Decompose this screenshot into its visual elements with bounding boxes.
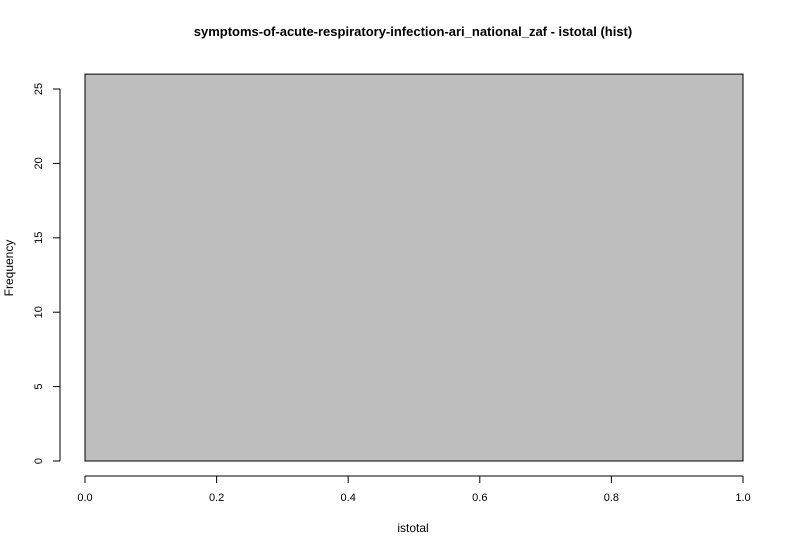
y-tick-label: 25 bbox=[33, 83, 45, 95]
x-tick-label: 0.6 bbox=[472, 492, 487, 504]
x-tick-label: 0.0 bbox=[77, 492, 92, 504]
y-tick-label: 10 bbox=[33, 306, 45, 318]
y-tick-label: 20 bbox=[33, 157, 45, 169]
histogram-bar bbox=[84, 73, 744, 462]
y-tick-label: 5 bbox=[33, 384, 45, 390]
chart-title: symptoms-of-acute-respiratory-infection-… bbox=[194, 24, 632, 39]
bars-layer bbox=[84, 73, 744, 462]
x-tick-label: 1.0 bbox=[735, 492, 750, 504]
x-tick-label: 0.4 bbox=[341, 492, 356, 504]
x-axis-label: istotal bbox=[397, 521, 428, 535]
x-tick-label: 0.2 bbox=[209, 492, 224, 504]
x-axis: 0.0 0.2 0.4 0.6 0.8 1.0 bbox=[77, 475, 751, 504]
y-axis-label: Frequency bbox=[2, 240, 16, 297]
y-axis: 0 5 10 15 20 25 bbox=[33, 83, 61, 464]
y-tick-label: 15 bbox=[33, 232, 45, 244]
x-tick-label: 0.8 bbox=[604, 492, 619, 504]
y-tick-label: 0 bbox=[33, 458, 45, 464]
